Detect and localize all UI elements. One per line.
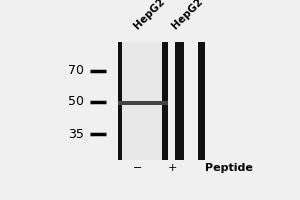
Text: +: + — [168, 163, 177, 173]
Text: −: − — [133, 163, 142, 173]
Bar — [198, 42, 205, 160]
Bar — [175, 42, 184, 160]
Bar — [162, 42, 168, 160]
Bar — [118, 42, 122, 160]
Text: 70: 70 — [68, 64, 84, 77]
Text: Peptide: Peptide — [205, 163, 253, 173]
Text: 35: 35 — [68, 128, 84, 141]
Bar — [122, 42, 162, 160]
Text: 50: 50 — [68, 95, 84, 108]
Text: HepG2: HepG2 — [132, 0, 166, 31]
Bar — [118, 101, 168, 105]
Text: HepG2: HepG2 — [170, 0, 205, 31]
